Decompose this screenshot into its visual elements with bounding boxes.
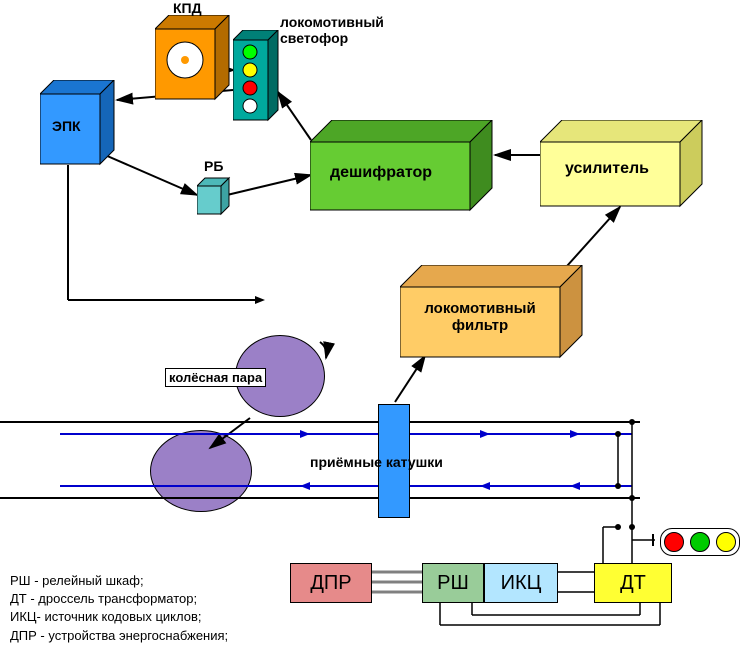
legend-line: ДТ - дроссель трансформатор; xyxy=(10,590,228,608)
legend-line: ИКЦ- источник кодовых циклов; xyxy=(10,608,228,626)
legend-line: РШ - релейный шкаф; xyxy=(10,572,228,590)
dpr-box: ДПР xyxy=(290,563,372,603)
dt-wiring xyxy=(0,0,749,654)
rsh-box: РШ xyxy=(422,563,484,603)
ikc-box: ИКЦ xyxy=(484,563,558,603)
dt-box: ДТ xyxy=(594,563,672,603)
legend-line: ДПР - устройства энергоснабжения; xyxy=(10,627,228,645)
legend: РШ - релейный шкаф; ДТ - дроссель трансф… xyxy=(10,572,228,645)
ground-signal xyxy=(660,528,740,556)
